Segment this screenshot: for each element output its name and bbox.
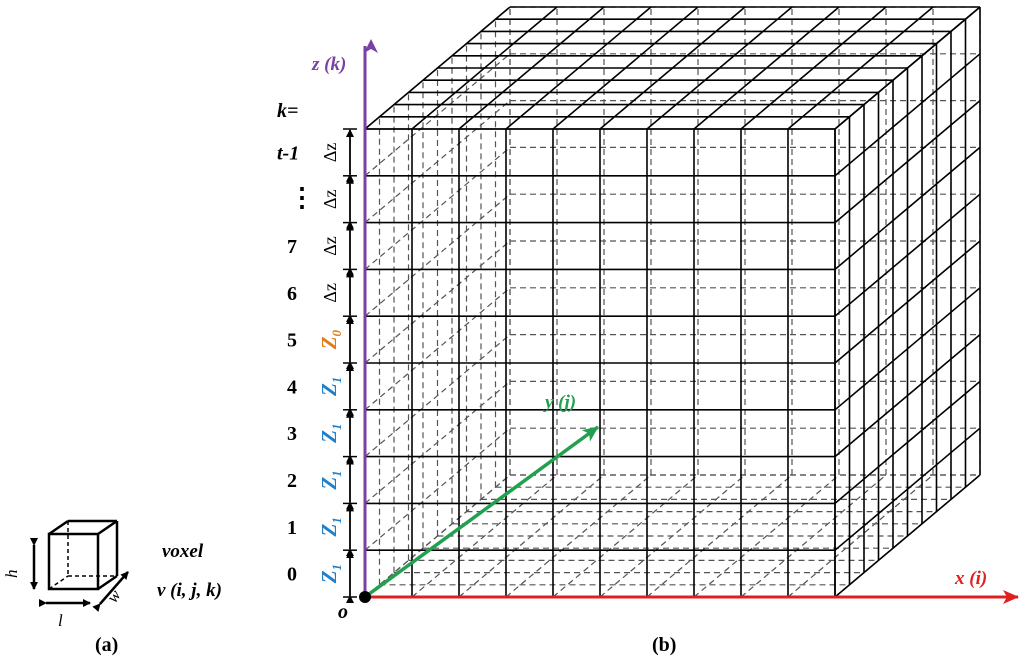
voxel-h-label: h bbox=[2, 570, 21, 579]
z-axis-label: z (k) bbox=[311, 54, 346, 75]
layer-index-labels: 0 1 2 3 4 5 6 7 ⋮ t-1 bbox=[277, 142, 315, 585]
voxel-l-label: l bbox=[58, 611, 63, 630]
layer-zone-label: Z1 bbox=[317, 424, 344, 444]
voxel-cube bbox=[47, 519, 119, 591]
layer-index-label: 5 bbox=[287, 330, 297, 352]
x-axis-label: x (i) bbox=[954, 568, 987, 589]
layer-index-label: 4 bbox=[287, 376, 297, 398]
layer-zone-label: Z1 bbox=[317, 470, 344, 490]
layer-index-label: 1 bbox=[287, 517, 297, 539]
layer-index-label: 6 bbox=[287, 283, 297, 305]
y-axis bbox=[363, 425, 600, 599]
layer-index-label: 2 bbox=[287, 470, 297, 492]
layer-dimension-arrows bbox=[343, 128, 357, 603]
layer-index-label: 0 bbox=[287, 564, 297, 586]
layer-zone-label: Z0 bbox=[317, 329, 344, 350]
layer-index-label: t-1 bbox=[277, 142, 299, 164]
panel-a-caption: (a) bbox=[95, 634, 118, 656]
layer-zone-label: Δz bbox=[320, 236, 340, 256]
origin-label: o bbox=[338, 601, 348, 623]
panel-b-caption: (b) bbox=[652, 634, 676, 656]
layer-zone-label: Z1 bbox=[317, 564, 344, 584]
layer-index-label: 3 bbox=[287, 423, 297, 445]
layer-index-label: 7 bbox=[287, 236, 297, 258]
layer-zone-label: Z1 bbox=[317, 517, 344, 537]
layer-zone-labels: Z1 Z1 Z1 Z1 Z1 Z0 Δz Δz Δz Δz bbox=[317, 143, 344, 585]
layer-zone-label: Δz bbox=[320, 143, 340, 163]
visible-grid-lines bbox=[364, 6, 981, 598]
layer-index-label: ⋮ bbox=[289, 183, 315, 212]
hidden-grid-lines bbox=[364, 6, 981, 598]
layer-zone-label: Δz bbox=[320, 189, 340, 209]
voxel-dimension-arrows bbox=[30, 538, 129, 612]
origin-dot bbox=[359, 591, 371, 603]
k-header: k= bbox=[277, 100, 298, 122]
y-axis-label: y (j) bbox=[543, 392, 576, 413]
voxel-notation: v (i, j, k) bbox=[157, 580, 222, 601]
layer-zone-label: Δz bbox=[320, 283, 340, 303]
layer-zone-label: Z1 bbox=[317, 377, 344, 397]
voxel-label: voxel bbox=[162, 541, 204, 562]
